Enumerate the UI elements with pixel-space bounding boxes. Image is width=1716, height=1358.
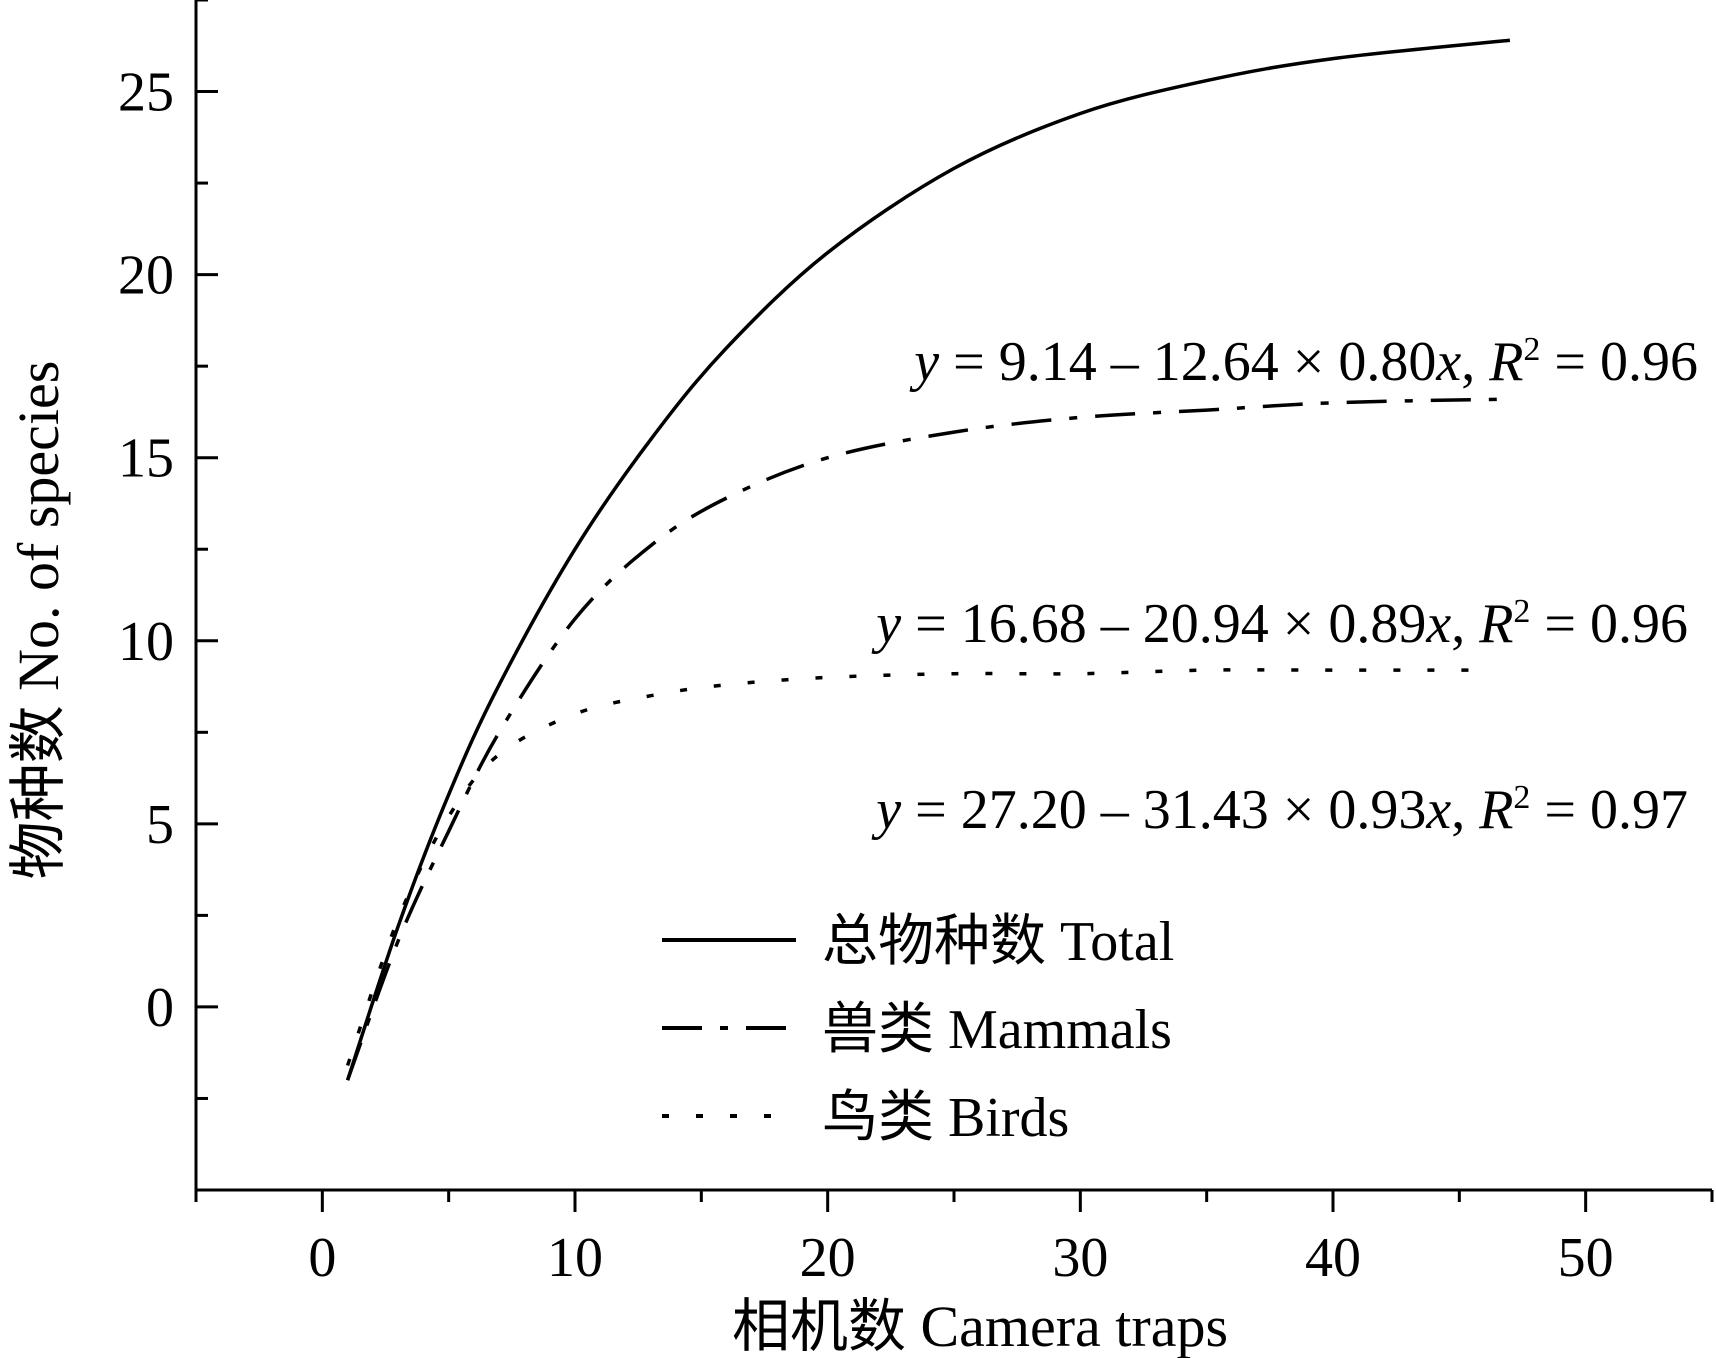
y-tick-label-0: 0 [146, 977, 174, 1039]
y-tick-label-15: 15 [118, 428, 174, 490]
y-tick-label-25: 25 [118, 62, 174, 124]
y-axis-title: 物种数 No. of species [6, 361, 71, 880]
axes: 0 10 20 30 40 50 0 5 10 15 20 25 [118, 0, 1714, 1289]
y-tick-label-10: 10 [118, 611, 174, 673]
legend-label-birds: 鸟类 Birds [822, 1087, 1069, 1149]
x-tick-label-30: 30 [1052, 1227, 1108, 1289]
legend-label-mammals: 兽类 Mammals [822, 999, 1172, 1061]
legend: 总物种数 Total 兽类 Mammals 鸟类 Birds [662, 911, 1174, 1149]
x-axis-title: 相机数 Camera traps [732, 1294, 1228, 1358]
series-layer [345, 38, 1511, 1081]
legend-label-total: 总物种数 Total [822, 911, 1174, 973]
y-tick-label-5: 5 [146, 794, 174, 856]
y-tick-label-20: 20 [118, 245, 174, 307]
equation-mammals: y = 16.68 – 20.94 × 0.89x, R2 = 0.96 [871, 593, 1688, 655]
series-line-total [345, 38, 1511, 1081]
equation-birds: y = 27.20 – 31.43 × 0.93x, R2 = 0.97 [871, 779, 1688, 841]
x-tick-label-0: 0 [308, 1227, 336, 1289]
x-tick-label-20: 20 [800, 1227, 856, 1289]
x-tick-label-50: 50 [1558, 1227, 1614, 1289]
x-tick-label-10: 10 [547, 1227, 603, 1289]
equation-total: y = 9.14 – 12.64 × 0.80x, R2 = 0.96 [909, 331, 1698, 393]
x-tick-label-40: 40 [1305, 1227, 1361, 1289]
series-line-mammals [345, 397, 1510, 1081]
